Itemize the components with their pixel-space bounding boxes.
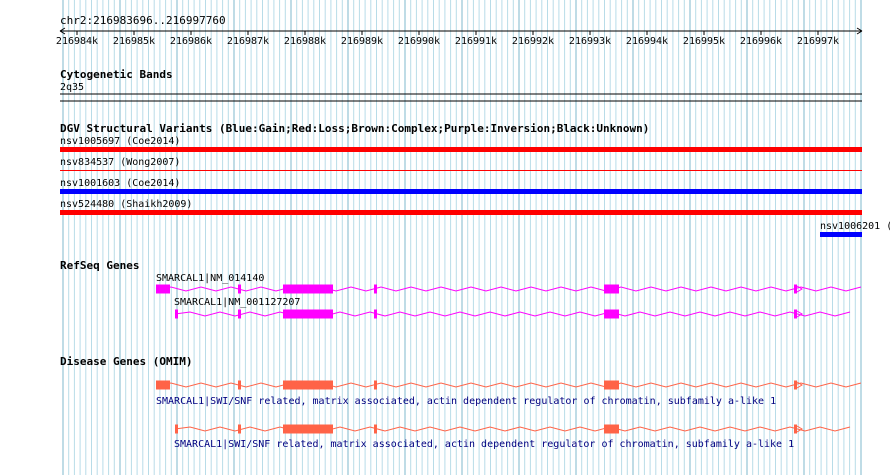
omim-exon[interactable] (238, 380, 241, 390)
omim-exon[interactable] (604, 424, 619, 434)
ruler-tick-label: 216992k (512, 36, 554, 47)
dgv-variant-bar[interactable] (60, 170, 862, 171)
omim-exon[interactable] (238, 424, 241, 434)
ruler-tick-label: 216988k (284, 36, 326, 47)
ruler-tick-label: 216993k (569, 36, 611, 47)
omim-intron-line (174, 426, 851, 432)
omim-exon[interactable] (175, 424, 178, 434)
ruler-arrow-left-icon (59, 27, 66, 35)
refseq-track[interactable]: RefSeq Genes SMARCAL1|NM_014140 SMARCAL1… (60, 259, 862, 319)
dgv-track-title: DGV Structural Variants (Blue:Gain;Red:L… (60, 122, 649, 135)
omim-gene-models[interactable] (155, 380, 862, 434)
dgv-variants[interactable]: nsv1005697 (Coe2014) nsv834537 (Wong2007)… (60, 136, 890, 237)
omim-track-title: Disease Genes (OMIM) (60, 355, 192, 368)
dgv-variant-bar[interactable] (60, 210, 862, 215)
refseq-exon[interactable] (794, 284, 797, 294)
grid-lines (62, 0, 862, 475)
refseq-transcript-label: SMARCAL1|NM_001127207 (174, 297, 300, 308)
ruler-tick-label: 216995k (683, 36, 725, 47)
refseq-exon[interactable] (238, 309, 241, 319)
ruler-tick-label: 216987k (227, 36, 269, 47)
refseq-exon[interactable] (604, 284, 619, 294)
omim-gene-label[interactable]: SMARCAL1|SWI/SNF related, matrix associa… (156, 396, 776, 407)
dgv-variant-label[interactable]: nsv1005697 (Coe2014) (60, 136, 180, 147)
dgv-variant-bar[interactable] (60, 147, 862, 152)
ruler-tick-label: 216996k (740, 36, 782, 47)
refseq-exon[interactable] (374, 284, 377, 294)
omim-intron-line (155, 382, 862, 388)
ruler: chr2:216983696..216997760 216984k 216985k… (56, 14, 863, 47)
cytoband-label: 2q35 (60, 82, 84, 93)
strand-arrow-icon (796, 381, 803, 389)
dgv-variant-label[interactable]: nsv1001603 (Coe2014) (60, 178, 180, 189)
region-label: chr2:216983696..216997760 (60, 14, 226, 27)
omim-exon[interactable] (374, 424, 377, 434)
strand-arrow-icon (796, 285, 803, 293)
strand-arrow-icon (796, 425, 803, 433)
dgv-variant-label[interactable]: nsv524480 (Shaikh2009) (60, 199, 192, 210)
omim-gene-label[interactable]: SMARCAL1|SWI/SNF related, matrix associa… (174, 439, 794, 450)
dgv-variant-bar[interactable] (60, 189, 862, 194)
omim-exon[interactable] (794, 424, 797, 434)
refseq-exon[interactable] (283, 309, 333, 319)
ruler-tick-label: 216997k (797, 36, 839, 47)
omim-exon[interactable] (794, 380, 797, 390)
strand-arrow-icon (796, 310, 803, 318)
ruler-tick-label: 216984k (56, 36, 98, 47)
refseq-exon[interactable] (175, 309, 178, 319)
ruler-ticks: 216984k 216985k 216986k 216987k 216988k 21698… (56, 31, 839, 47)
refseq-transcript-label: SMARCAL1|NM_014140 (156, 273, 264, 284)
ruler-tick-label: 216990k (398, 36, 440, 47)
dgv-variant-bar[interactable] (820, 232, 862, 237)
omim-exon[interactable] (374, 380, 377, 390)
omim-exon[interactable] (283, 424, 333, 434)
refseq-track-title: RefSeq Genes (60, 259, 139, 272)
dgv-variant-label[interactable]: nsv834537 (Wong2007) (60, 157, 180, 168)
omim-exon[interactable] (604, 380, 619, 390)
refseq-intron-line (155, 286, 862, 292)
ruler-tick-label: 216991k (455, 36, 497, 47)
ruler-tick-label: 216985k (113, 36, 155, 47)
refseq-exon[interactable] (794, 309, 797, 319)
refseq-gene-models[interactable] (155, 284, 862, 319)
refseq-exon[interactable] (283, 284, 333, 294)
refseq-exon[interactable] (156, 284, 170, 294)
ruler-tick-label: 216989k (341, 36, 383, 47)
ruler-tick-label: 216986k (170, 36, 212, 47)
ruler-arrow-right-icon (856, 27, 863, 35)
refseq-exon[interactable] (238, 284, 241, 294)
omim-track[interactable]: Disease Genes (OMIM) SMARCAL1|SWI/SNF re… (60, 355, 862, 450)
cytoband-track[interactable]: Cytogenetic Bands 2q35 (60, 68, 862, 102)
refseq-exon[interactable] (604, 309, 619, 319)
dgv-track[interactable]: DGV Structural Variants (Blue:Gain;Red:L… (60, 122, 890, 237)
refseq-exon[interactable] (374, 309, 377, 319)
omim-exon[interactable] (156, 380, 170, 390)
ruler-tick-label: 216994k (626, 36, 668, 47)
cytoband-track-title: Cytogenetic Bands (60, 68, 173, 81)
dgv-variant-label[interactable]: nsv1006201 ( (820, 221, 890, 232)
refseq-intron-line (174, 311, 851, 317)
omim-exon[interactable] (283, 380, 333, 390)
